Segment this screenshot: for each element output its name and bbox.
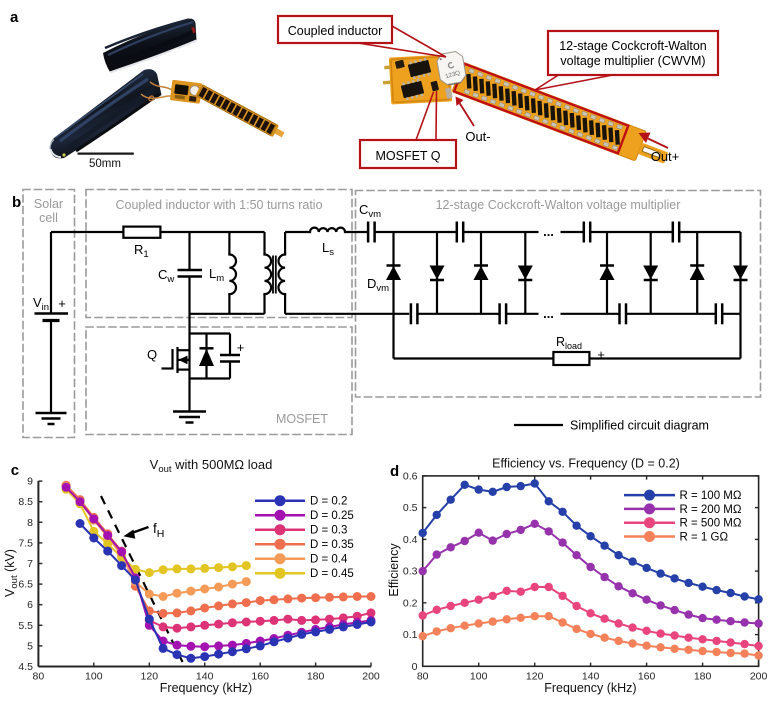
svg-text:Q: Q — [147, 347, 157, 362]
svg-text:0: 0 — [412, 661, 418, 673]
svg-text:Out-: Out- — [465, 129, 490, 144]
svg-text:0.4: 0.4 — [403, 534, 418, 546]
svg-text:0.6: 0.6 — [403, 470, 418, 482]
svg-text:D = 0.3: D = 0.3 — [310, 525, 347, 537]
svg-text:R = 200 MΩ: R = 200 MΩ — [680, 504, 742, 516]
svg-text:+: + — [58, 296, 66, 311]
svg-text:a: a — [10, 9, 19, 26]
svg-text:200: 200 — [750, 671, 768, 683]
svg-text:140: 140 — [196, 671, 214, 683]
svg-text:50mm: 50mm — [89, 158, 121, 170]
svg-text:c: c — [11, 462, 19, 479]
svg-text:6.5: 6.5 — [18, 579, 33, 591]
svg-text:+: + — [597, 347, 605, 362]
svg-text:Coupled inductor: Coupled inductor — [288, 24, 383, 38]
svg-text:R = 500 MΩ: R = 500 MΩ — [680, 518, 742, 530]
svg-text:8: 8 — [27, 517, 33, 529]
svg-text:Out+: Out+ — [651, 149, 680, 164]
svg-text:voltage multiplier (CWVM): voltage multiplier (CWVM) — [560, 54, 705, 68]
svg-text:123Q: 123Q — [444, 69, 461, 80]
svg-text:180: 180 — [307, 671, 325, 683]
svg-text:0.3: 0.3 — [403, 566, 418, 578]
svg-text:Frequency (kHz): Frequency (kHz) — [544, 681, 636, 695]
svg-text:Simplified circuit diagram: Simplified circuit diagram — [570, 419, 709, 433]
svg-text:80: 80 — [33, 671, 45, 683]
svg-text:MOSFET: MOSFET — [276, 412, 328, 426]
svg-text:80: 80 — [417, 671, 429, 683]
svg-text:160: 160 — [251, 671, 269, 683]
svg-text:200: 200 — [362, 671, 380, 683]
svg-text:cell: cell — [39, 211, 58, 225]
svg-text:Coupled inductor with 1:50 tur: Coupled inductor with 1:50 turns ratio — [115, 198, 322, 212]
svg-text:0.5: 0.5 — [403, 502, 418, 514]
svg-text:...: ... — [543, 306, 554, 321]
svg-text:D = 0.45: D = 0.45 — [310, 568, 354, 580]
svg-text:7: 7 — [27, 558, 33, 570]
svg-text:140: 140 — [582, 671, 600, 683]
svg-text:Efficiency: Efficiency — [387, 543, 401, 597]
svg-text:0.2: 0.2 — [403, 597, 418, 609]
svg-text:5.5: 5.5 — [18, 620, 33, 632]
svg-text:...: ... — [543, 224, 554, 239]
svg-text:7.5: 7.5 — [18, 537, 33, 549]
svg-text:Frequency (kHz): Frequency (kHz) — [160, 681, 252, 695]
svg-text:180: 180 — [694, 671, 712, 683]
svg-text:6: 6 — [27, 599, 33, 611]
svg-text:100: 100 — [85, 671, 103, 683]
svg-text:0.1: 0.1 — [403, 629, 418, 641]
svg-text:d: d — [390, 463, 399, 480]
svg-text:Vout with 500MΩ load: Vout with 500MΩ load — [150, 457, 273, 475]
svg-text:b: b — [12, 194, 21, 211]
svg-text:5: 5 — [27, 640, 33, 652]
svg-text:8.5: 8.5 — [18, 496, 33, 508]
svg-text:120: 120 — [141, 671, 159, 683]
svg-text:D = 0.25: D = 0.25 — [310, 510, 354, 522]
svg-text:160: 160 — [638, 671, 656, 683]
svg-text:Solar: Solar — [34, 197, 63, 211]
svg-text:Efficiency vs. Frequency (D =: Efficiency vs. Frequency (D = 0.2) — [492, 457, 680, 471]
svg-text:+: + — [237, 340, 245, 355]
svg-text:fH: fH — [153, 521, 164, 540]
svg-text:12-stage Cockcroft-Walton volt: 12-stage Cockcroft-Walton voltage multip… — [436, 198, 681, 212]
svg-text:R = 100 MΩ: R = 100 MΩ — [680, 490, 742, 502]
svg-text:120: 120 — [526, 671, 544, 683]
svg-text:D = 0.2: D = 0.2 — [310, 496, 347, 508]
svg-text:9: 9 — [27, 476, 33, 488]
svg-text:D = 0.35: D = 0.35 — [310, 539, 354, 551]
svg-text:12-stage Cockcroft-Walton: 12-stage Cockcroft-Walton — [559, 39, 707, 53]
svg-text:4.5: 4.5 — [18, 661, 33, 673]
svg-text:R = 1 GΩ: R = 1 GΩ — [680, 532, 729, 544]
svg-text:D = 0.4: D = 0.4 — [310, 554, 348, 566]
svg-text:100: 100 — [470, 671, 488, 683]
svg-text:MOSFET Q: MOSFET Q — [375, 149, 440, 163]
